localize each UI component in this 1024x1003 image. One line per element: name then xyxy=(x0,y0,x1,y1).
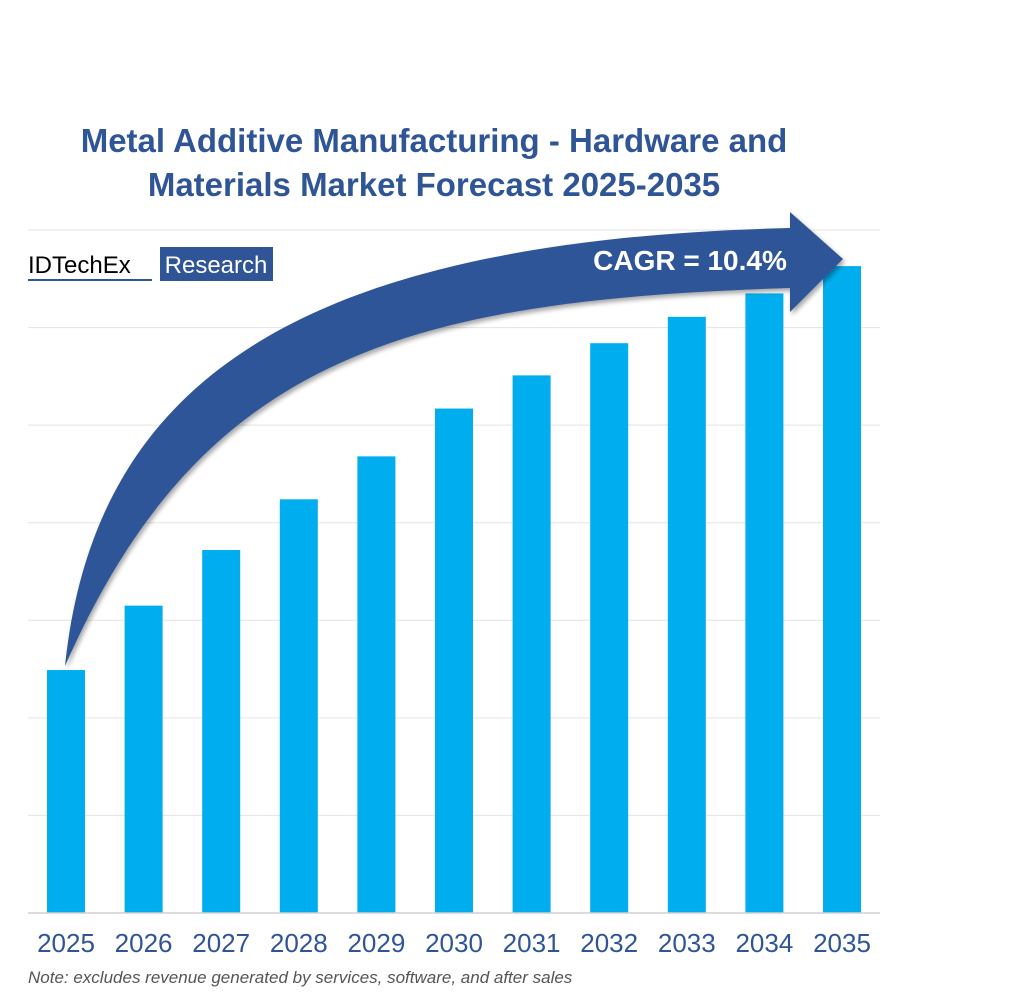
x-tick-label-2034: 2034 xyxy=(735,928,793,958)
x-tick-label-2035: 2035 xyxy=(813,928,871,958)
x-tick-labels: 2025 2026 2027 2028 2029 2030 2031 2032 2033 2034… xyxy=(37,928,871,958)
cagr-arrow xyxy=(65,212,843,666)
bars xyxy=(47,266,861,914)
chart-title-line-2: Materials Market Forecast 2025-2035 xyxy=(148,166,720,203)
x-tick-label-2032: 2032 xyxy=(580,928,638,958)
chart-title-line-1: Metal Additive Manufacturing - Hardware … xyxy=(81,122,788,159)
x-tick-label-2025: 2025 xyxy=(37,928,95,958)
x-tick-label-2031: 2031 xyxy=(503,928,561,958)
x-tick-label-2027: 2027 xyxy=(192,928,250,958)
chart-note: Note: excludes revenue generated by serv… xyxy=(28,968,573,987)
logo-research-text: Research xyxy=(165,252,268,279)
x-tick-label-2033: 2033 xyxy=(658,928,716,958)
x-tick-label-2029: 2029 xyxy=(347,928,405,958)
x-tick-label-2030: 2030 xyxy=(425,928,483,958)
x-tick-label-2026: 2026 xyxy=(115,928,173,958)
bar-2029 xyxy=(357,456,396,913)
bar-2035 xyxy=(823,266,861,913)
logo-research-box xyxy=(160,247,273,281)
idtechex-logo: IDTechEx Research xyxy=(28,247,273,281)
bar-2027 xyxy=(202,550,241,913)
bar-2028 xyxy=(279,499,318,913)
bar-2025 xyxy=(47,670,85,913)
x-tick-label-2028: 2028 xyxy=(270,928,328,958)
bar-2031 xyxy=(512,375,551,913)
bar-2034 xyxy=(745,293,784,914)
bar-2033 xyxy=(667,316,706,913)
cagr-annotation: CAGR = 10.4% xyxy=(593,245,787,276)
bar-2030 xyxy=(435,408,473,913)
bar-2026 xyxy=(124,605,163,913)
logo-brand: IDTechEx xyxy=(28,252,131,279)
bar-2032 xyxy=(590,343,629,913)
